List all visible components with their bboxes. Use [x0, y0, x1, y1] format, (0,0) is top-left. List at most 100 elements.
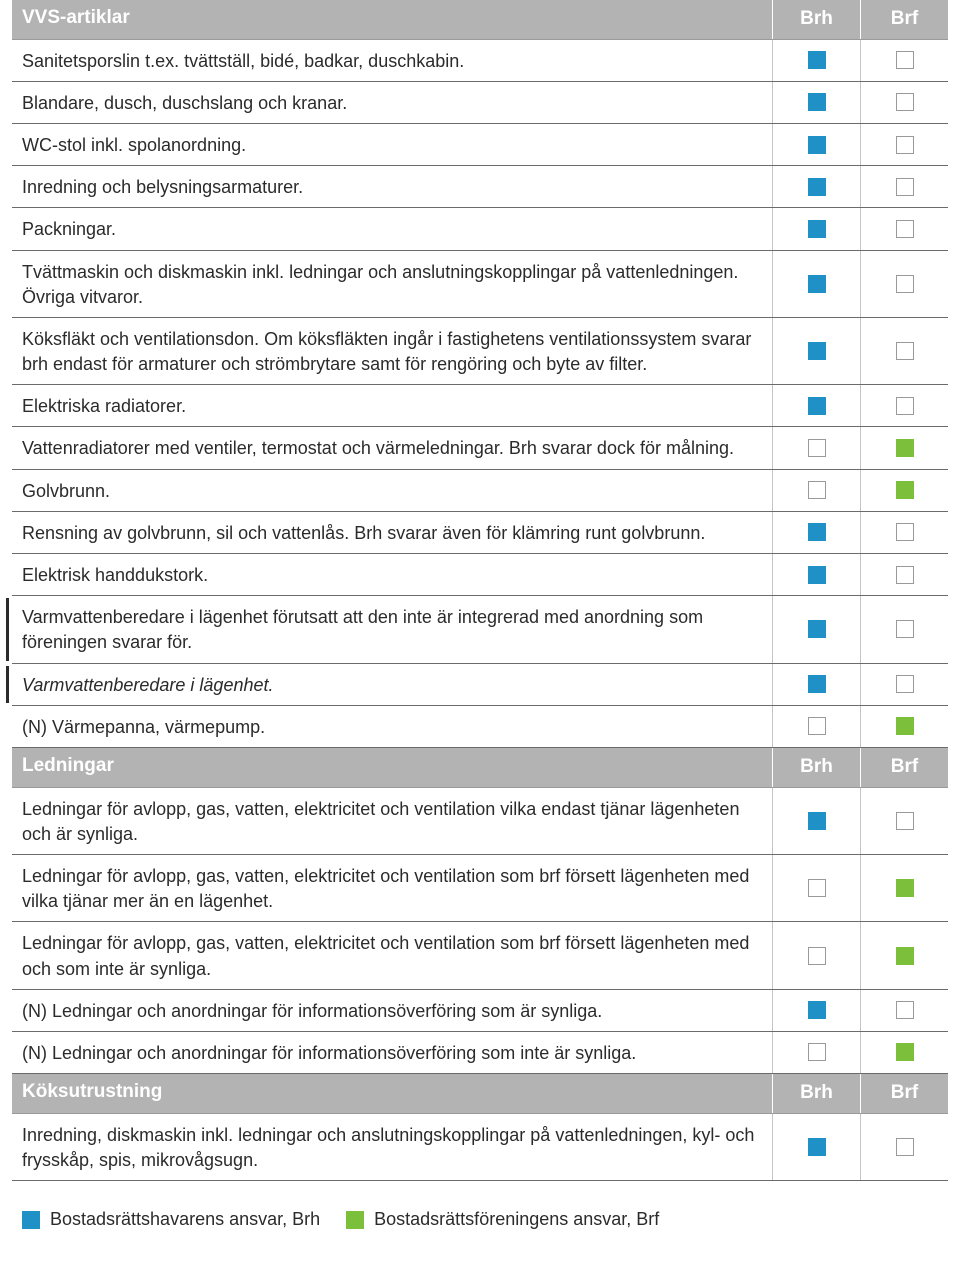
brh-cell [772, 470, 860, 511]
checkbox-filled-brh-icon [808, 523, 826, 541]
brf-cell [860, 470, 948, 511]
row-text: Inredning och belysningsarmaturer. [12, 166, 772, 207]
brf-cell [860, 1032, 948, 1073]
checkbox-empty-icon [896, 275, 914, 293]
table-row: Tvättmaskin och diskmaskin inkl. ledning… [12, 251, 948, 318]
checkbox-filled-brh-icon [808, 93, 826, 111]
table-row: Sanitetsporslin t.ex. tvättställ, bidé, … [12, 40, 948, 82]
row-text: Elektrisk handdukstork. [12, 554, 772, 595]
checkbox-empty-icon [896, 397, 914, 415]
brh-cell [772, 427, 860, 468]
legend-label-brh: Bostadsrättshavarens ansvar, Brh [50, 1207, 320, 1232]
row-text: Ledningar för avlopp, gas, vatten, elekt… [12, 922, 772, 988]
column-header-brh: Brh [772, 1074, 860, 1113]
section-title: Ledningar [12, 748, 772, 787]
legend-box-brh-icon [22, 1211, 40, 1229]
legend-label-brf: Bostadsrättsföreningens ansvar, Brf [374, 1207, 659, 1232]
table-row: Varmvattenberedare i lägenhet. [12, 664, 948, 706]
brf-cell [860, 664, 948, 705]
checkbox-empty-icon [808, 879, 826, 897]
brf-cell [860, 554, 948, 595]
revision-mark-icon [6, 666, 9, 703]
checkbox-filled-brh-icon [808, 51, 826, 69]
table-row: Inredning och belysningsarmaturer. [12, 166, 948, 208]
table-row: (N) Ledningar och anordningar för inform… [12, 1032, 948, 1074]
checkbox-filled-brf-icon [896, 879, 914, 897]
checkbox-filled-brh-icon [808, 178, 826, 196]
brf-cell [860, 990, 948, 1031]
row-text: Packningar. [12, 208, 772, 249]
row-text: WC-stol inkl. spolanordning. [12, 124, 772, 165]
row-text: Blandare, dusch, duschslang och kranar. [12, 82, 772, 123]
brf-cell [860, 427, 948, 468]
table-row: Elektrisk handdukstork. [12, 554, 948, 596]
table-row: Vattenradiatorer med ventiler, termostat… [12, 427, 948, 469]
checkbox-empty-icon [896, 675, 914, 693]
checkbox-filled-brh-icon [808, 1001, 826, 1019]
section-title: Köksutrustning [12, 1074, 772, 1113]
row-text: Varmvattenberedare i lägenhet. [12, 664, 772, 705]
checkbox-filled-brh-icon [808, 275, 826, 293]
brh-cell [772, 512, 860, 553]
brh-cell [772, 251, 860, 317]
column-header-brh: Brh [772, 0, 860, 39]
checkbox-empty-icon [808, 717, 826, 735]
checkbox-empty-icon [808, 1043, 826, 1061]
table-row: Packningar. [12, 208, 948, 250]
row-text: Varmvattenberedare i lägenhet förutsatt … [12, 596, 772, 662]
row-text: Rensning av golvbrunn, sil och vattenlås… [12, 512, 772, 553]
brh-cell [772, 706, 860, 747]
table-row: (N) Värmepanna, värmepump. [12, 706, 948, 748]
row-text: Sanitetsporslin t.ex. tvättställ, bidé, … [12, 40, 772, 81]
brh-cell [772, 40, 860, 81]
table-row: Rensning av golvbrunn, sil och vattenlås… [12, 512, 948, 554]
checkbox-empty-icon [896, 1138, 914, 1156]
page: VVS-artiklarBrhBrfSanitetsporslin t.ex. … [0, 0, 960, 1256]
section-header: KöksutrustningBrhBrf [12, 1074, 948, 1114]
brf-cell [860, 706, 948, 747]
checkbox-filled-brh-icon [808, 566, 826, 584]
checkbox-filled-brh-icon [808, 342, 826, 360]
row-text: Elektriska radiatorer. [12, 385, 772, 426]
checkbox-empty-icon [808, 439, 826, 457]
brh-cell [772, 554, 860, 595]
brh-cell [772, 788, 860, 854]
brh-cell [772, 166, 860, 207]
brh-cell [772, 1114, 860, 1180]
legend: Bostadsrättshavarens ansvar, Brh Bostads… [12, 1207, 948, 1232]
table-row: Inredning, diskmaskin inkl. ledningar oc… [12, 1114, 948, 1181]
brh-cell [772, 208, 860, 249]
checkbox-filled-brf-icon [896, 947, 914, 965]
section: LedningarBrhBrfLedningar för avlopp, gas… [12, 748, 948, 1074]
row-text: (N) Ledningar och anordningar för inform… [12, 990, 772, 1031]
checkbox-empty-icon [896, 812, 914, 830]
table-row: Ledningar för avlopp, gas, vatten, elekt… [12, 855, 948, 922]
checkbox-empty-icon [896, 51, 914, 69]
legend-item-brh: Bostadsrättshavarens ansvar, Brh [22, 1207, 320, 1232]
revision-mark-icon [6, 598, 9, 660]
brh-cell [772, 664, 860, 705]
checkbox-filled-brf-icon [896, 481, 914, 499]
section-header: VVS-artiklarBrhBrf [12, 0, 948, 40]
brf-cell [860, 208, 948, 249]
checkbox-empty-icon [808, 481, 826, 499]
checkbox-empty-icon [896, 620, 914, 638]
brh-cell [772, 82, 860, 123]
brf-cell [860, 251, 948, 317]
table-row: Ledningar för avlopp, gas, vatten, elekt… [12, 788, 948, 855]
checkbox-empty-icon [896, 1001, 914, 1019]
checkbox-filled-brh-icon [808, 812, 826, 830]
checkbox-empty-icon [896, 136, 914, 154]
row-text: (N) Värmepanna, värmepump. [12, 706, 772, 747]
brf-cell [860, 596, 948, 662]
column-header-brf: Brf [860, 748, 948, 787]
brf-cell [860, 82, 948, 123]
brf-cell [860, 512, 948, 553]
checkbox-filled-brh-icon [808, 620, 826, 638]
checkbox-filled-brh-icon [808, 220, 826, 238]
row-text: Inredning, diskmaskin inkl. ledningar oc… [12, 1114, 772, 1180]
checkbox-filled-brh-icon [808, 675, 826, 693]
checkbox-empty-icon [808, 947, 826, 965]
table-row: Golvbrunn. [12, 470, 948, 512]
checkbox-filled-brf-icon [896, 439, 914, 457]
